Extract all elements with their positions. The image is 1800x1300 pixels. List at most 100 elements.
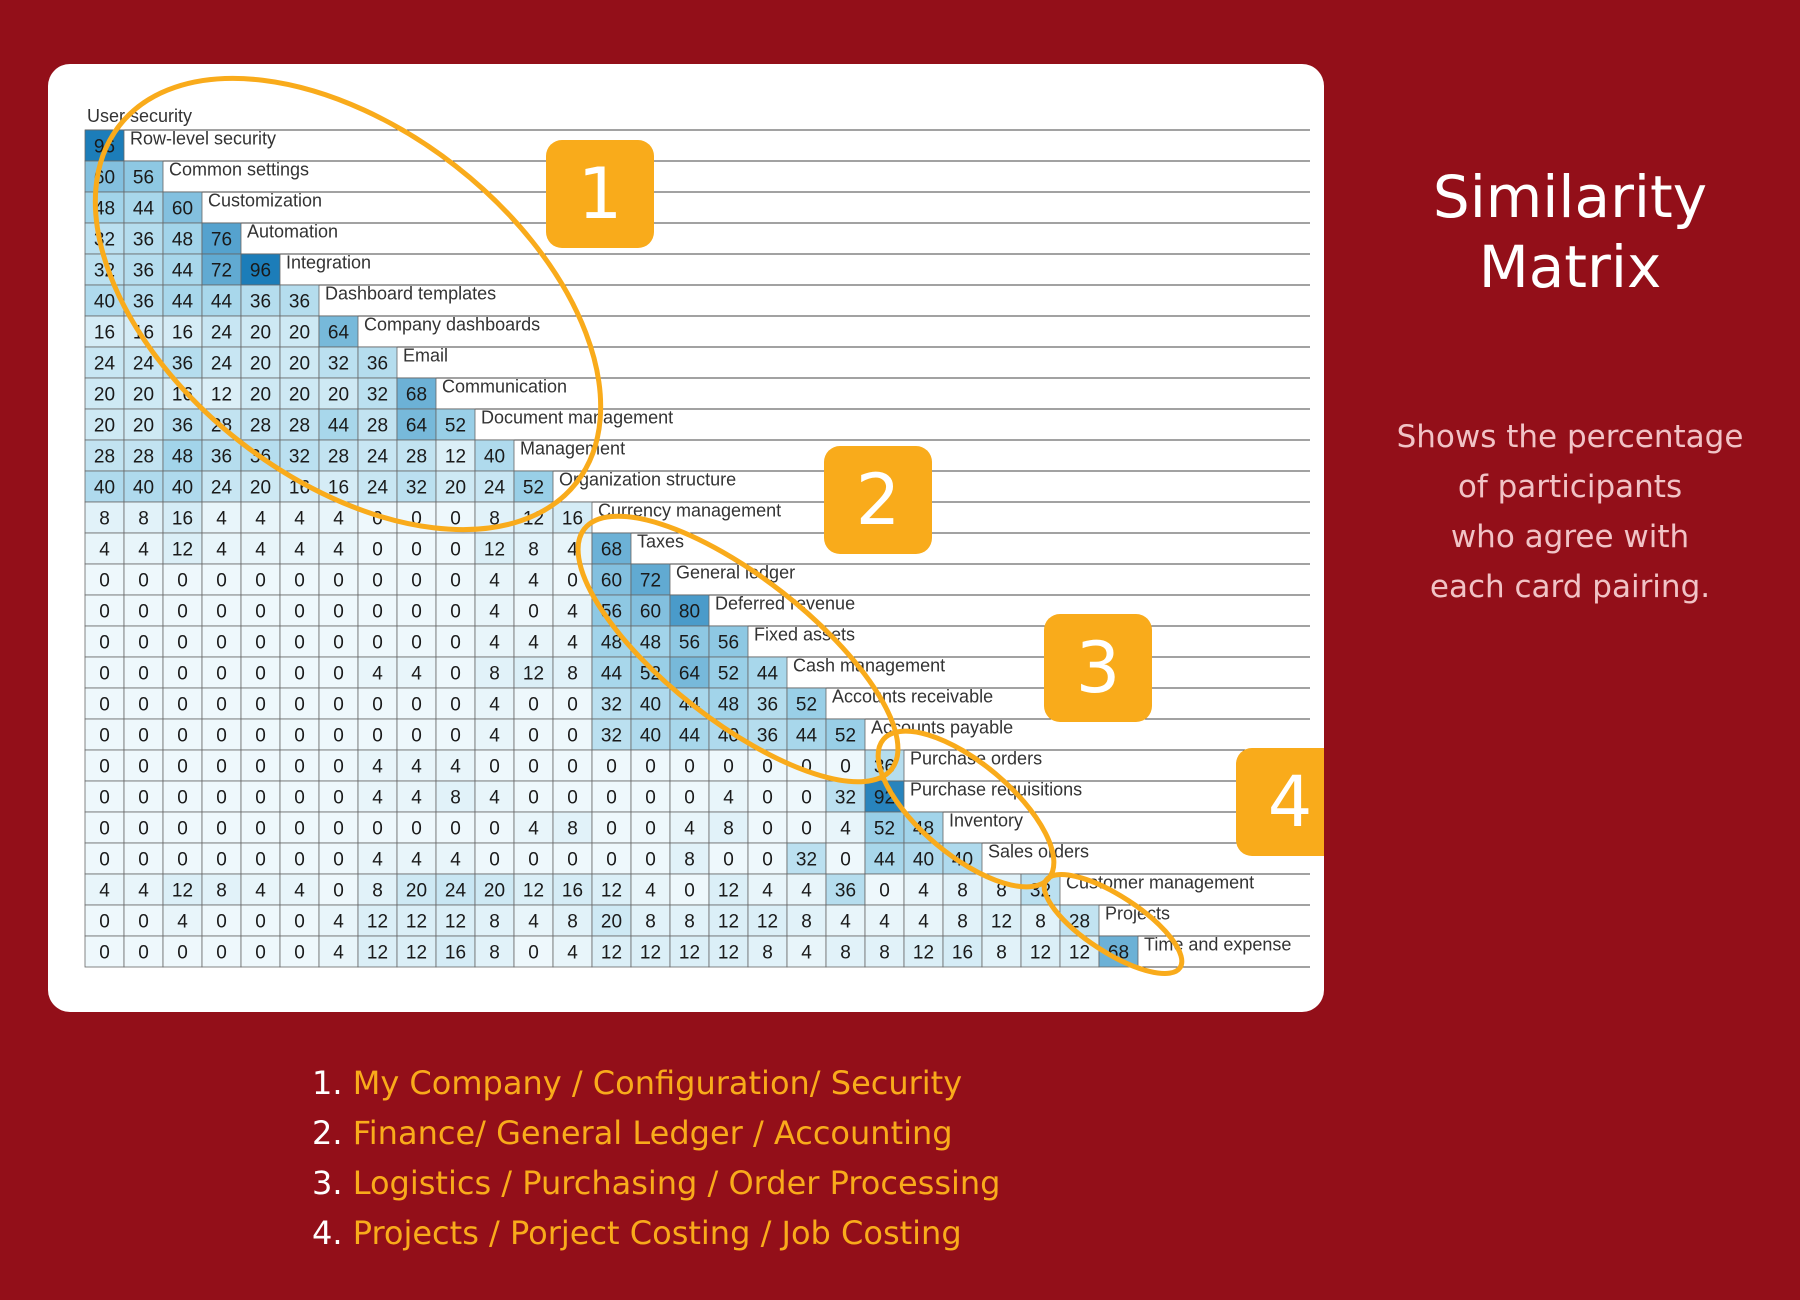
cell-value: 0	[411, 695, 422, 716]
cell-value: 48	[640, 633, 661, 654]
cell-value: 0	[450, 819, 461, 840]
cell-value: 0	[606, 757, 617, 778]
cell-value: 48	[172, 230, 193, 251]
cell-value: 56	[601, 602, 622, 623]
cluster-badge-1: 1	[546, 140, 654, 248]
matrix-cell	[201, 563, 242, 596]
cluster-badge-3: 3	[1044, 614, 1152, 722]
cell-value: 0	[99, 850, 110, 871]
cell-value: 8	[99, 509, 110, 530]
cell-value: 44	[601, 664, 623, 685]
cell-value: 0	[138, 912, 149, 933]
cell-value: 12	[172, 881, 193, 902]
cell-value: 0	[177, 726, 188, 747]
matrix-cell	[201, 749, 242, 782]
cell-value: 8	[489, 664, 500, 685]
cell-value: 0	[294, 943, 305, 964]
cell-value: 20	[289, 385, 310, 406]
matrix-cell	[357, 811, 398, 844]
cell-value: 0	[333, 788, 344, 809]
legend-item: 4. Projects / Porject Costing / Job Cost…	[312, 1208, 1000, 1258]
row-label: User security	[87, 106, 192, 126]
matrix-cell	[786, 935, 827, 968]
cell-value: 68	[601, 540, 622, 561]
matrix-cell	[123, 687, 164, 720]
cell-value: 4	[255, 881, 266, 902]
cell-value: 44	[679, 726, 701, 747]
cell-value: 52	[445, 416, 466, 437]
cell-value: 76	[211, 230, 232, 251]
cell-value: 4	[528, 912, 539, 933]
cell-value: 4	[216, 540, 227, 561]
cell-value: 28	[250, 416, 271, 437]
cell-value: 8	[684, 912, 695, 933]
row-label: Customer management	[1066, 873, 1254, 893]
cell-value: 0	[411, 633, 422, 654]
matrix-cell	[123, 873, 164, 906]
matrix-cell	[123, 780, 164, 813]
cell-value: 0	[333, 726, 344, 747]
matrix-cell	[591, 780, 632, 813]
matrix-cell	[84, 718, 125, 751]
matrix-cell	[864, 904, 905, 937]
matrix-cell	[942, 935, 983, 968]
cell-value: 0	[333, 602, 344, 623]
matrix-cell	[396, 563, 437, 596]
matrix-cell	[669, 904, 710, 937]
cell-value: 4	[918, 912, 929, 933]
matrix-cell	[669, 935, 710, 968]
cell-value: 0	[450, 540, 461, 561]
cell-value: 0	[177, 850, 188, 871]
cell-value: 40	[94, 292, 115, 313]
cell-value: 0	[255, 850, 266, 871]
matrix-cell	[474, 780, 515, 813]
cell-value: 0	[177, 664, 188, 685]
matrix-cell	[357, 563, 398, 596]
cell-value: 32	[289, 447, 310, 468]
cell-value: 8	[528, 540, 539, 561]
cell-value: 0	[138, 850, 149, 871]
row-label: Time and expense	[1144, 935, 1291, 955]
cell-value: 0	[177, 757, 188, 778]
cell-value: 0	[138, 819, 149, 840]
matrix-cell	[435, 873, 476, 906]
cell-value: 32	[94, 261, 115, 282]
cell-value: 40	[718, 726, 739, 747]
cell-value: 28	[1069, 912, 1090, 933]
cell-value: 0	[450, 726, 461, 747]
cell-value: 44	[172, 292, 194, 313]
cell-value: 4	[99, 881, 110, 902]
matrix-cell	[513, 718, 554, 751]
cell-value: 8	[996, 943, 1007, 964]
cell-value: 12	[445, 447, 466, 468]
cell-value: 92	[874, 788, 895, 809]
cell-value: 0	[684, 788, 695, 809]
cell-value: 8	[762, 943, 773, 964]
cell-value: 28	[289, 416, 310, 437]
matrix-cell	[318, 625, 359, 658]
cell-value: 4	[255, 540, 266, 561]
cell-value: 0	[255, 571, 266, 592]
matrix-cell	[162, 625, 203, 658]
cell-value: 32	[601, 695, 622, 716]
matrix-cell	[747, 780, 788, 813]
matrix-cell	[279, 532, 320, 565]
cell-value: 0	[567, 850, 578, 871]
cell-value: 0	[645, 757, 656, 778]
legend-text: Logistics / Purchasing / Order Processin…	[352, 1164, 1001, 1202]
cell-value: 0	[216, 757, 227, 778]
cell-value: 4	[840, 912, 851, 933]
cell-value: 20	[289, 323, 310, 344]
cell-value: 4	[489, 788, 500, 809]
cell-value: 0	[762, 850, 773, 871]
similarity-matrix-chart: User security 96 Row-level security 60 56 Com…	[84, 106, 1310, 968]
cell-value: 4	[489, 633, 500, 654]
cell-value: 0	[255, 695, 266, 716]
cell-value: 0	[528, 602, 539, 623]
cell-value: 0	[762, 819, 773, 840]
cell-value: 12	[406, 943, 427, 964]
cell-value: 0	[840, 850, 851, 871]
cell-value: 0	[177, 695, 188, 716]
matrix-cell	[201, 780, 242, 813]
cell-value: 48	[913, 819, 934, 840]
